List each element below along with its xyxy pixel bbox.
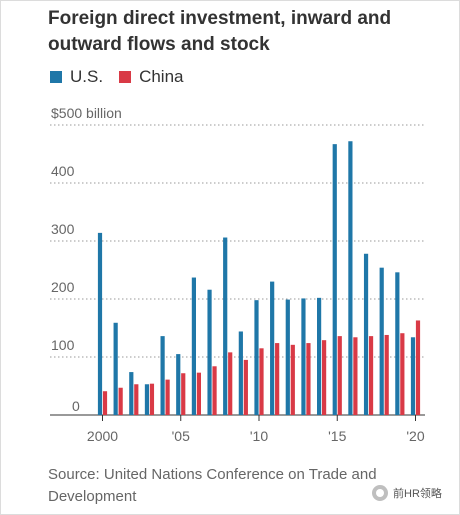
source-note: Source: United Nations Conference on Tra… xyxy=(48,466,377,505)
bar-us-2000 xyxy=(97,232,103,415)
chart-legend: U.S. China xyxy=(50,66,199,88)
y-tick-label: 0 xyxy=(72,398,80,414)
bar-us-2017 xyxy=(363,253,369,415)
bar-us-2011 xyxy=(270,281,275,415)
bar-us-2007 xyxy=(207,289,212,415)
bar-china-2006 xyxy=(196,372,201,415)
y-tick-label: 100 xyxy=(51,337,75,353)
legend-label-china: China xyxy=(139,67,184,86)
x-tick-label: '05 xyxy=(172,428,190,444)
chart-title: Foreign direct investment, inward and ou… xyxy=(48,8,392,55)
x-tick-label: 2000 xyxy=(87,428,118,444)
bar-china-2012 xyxy=(290,344,295,415)
x-tick-label: '20 xyxy=(406,428,424,444)
bar-us-2003 xyxy=(144,384,150,415)
watermark-text: 前HR领略 xyxy=(393,488,442,500)
bar-china-2013 xyxy=(306,343,311,415)
bar-us-2019 xyxy=(395,272,400,415)
bar-china-2017 xyxy=(368,336,374,415)
bar-china-2019 xyxy=(400,333,405,415)
y-tick-label: 200 xyxy=(51,279,75,295)
x-tick-label: '15 xyxy=(328,428,346,444)
legend-label-us: U.S. xyxy=(70,67,104,86)
bar-us-2016 xyxy=(348,141,353,416)
bar-us-2009 xyxy=(238,331,243,415)
bar-us-2008 xyxy=(223,237,228,415)
bar-china-2014 xyxy=(322,340,327,415)
bar-china-2003 xyxy=(149,383,155,415)
bar-us-2004 xyxy=(160,336,165,415)
bar-china-2020 xyxy=(415,320,421,415)
bar-china-2000 xyxy=(102,391,108,415)
bar-us-2013 xyxy=(301,298,306,415)
wechat-icon xyxy=(372,485,388,501)
y-tick-label: $500 billion xyxy=(51,105,122,121)
legend-item-china: China xyxy=(119,67,183,87)
bar-china-2016 xyxy=(353,337,358,415)
watermark: 前HR领略 xyxy=(372,482,442,504)
bar-us-2014 xyxy=(317,297,322,415)
bar-china-2011 xyxy=(275,343,280,415)
bar-china-2009 xyxy=(243,359,248,415)
bar-us-2001 xyxy=(113,322,118,415)
y-tick-label: 400 xyxy=(51,163,75,179)
legend-swatch-us xyxy=(50,71,62,83)
bar-us-2006 xyxy=(191,277,196,415)
bar-china-2007 xyxy=(212,366,217,415)
bar-china-2018 xyxy=(384,334,389,415)
bar-us-2010 xyxy=(254,300,259,415)
legend-swatch-china xyxy=(119,71,132,83)
bar-china-2004 xyxy=(165,379,170,415)
x-tick-label: '10 xyxy=(250,428,268,444)
bar-china-2015 xyxy=(337,336,342,415)
bar-us-2012 xyxy=(285,299,290,415)
bar-us-2015 xyxy=(332,144,337,415)
bar-us-2020 xyxy=(410,337,416,415)
bar-china-2005 xyxy=(181,373,186,415)
y-tick-label: 300 xyxy=(51,221,75,237)
bar-china-2010 xyxy=(259,348,264,415)
bar-us-2005 xyxy=(176,354,181,415)
bar-us-2002 xyxy=(129,372,134,415)
bar-china-2002 xyxy=(134,384,139,415)
legend-item-us: U.S. xyxy=(50,67,103,87)
bar-us-2018 xyxy=(379,267,384,415)
bar-china-2001 xyxy=(118,387,123,415)
bar-china-2008 xyxy=(228,352,233,415)
